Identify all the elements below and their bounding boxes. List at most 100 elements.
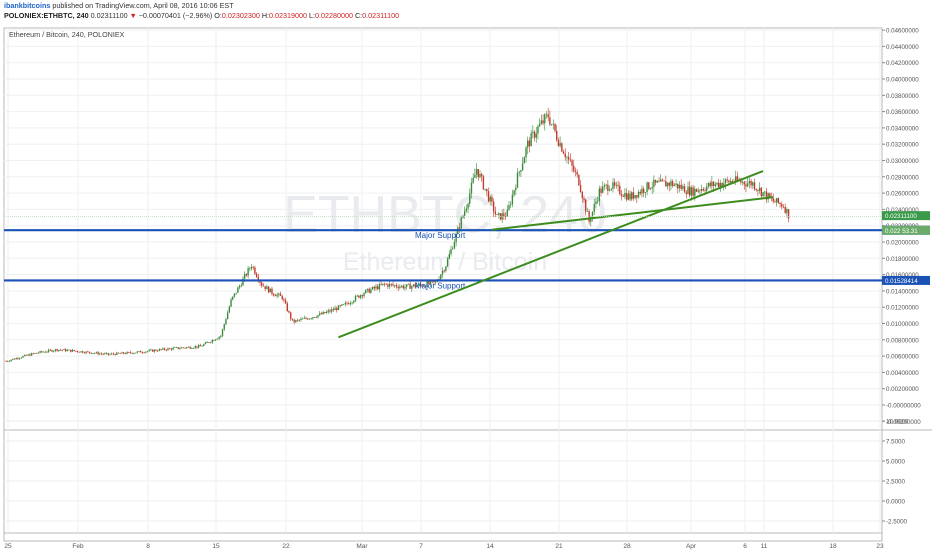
candle-body <box>143 352 145 354</box>
candle-body <box>337 305 340 311</box>
candle-body <box>356 295 358 297</box>
candle-body <box>440 274 442 280</box>
candle-body <box>238 285 241 288</box>
candle-body <box>59 349 62 351</box>
candle-body <box>54 349 57 351</box>
candle-body <box>554 123 556 131</box>
candle-body <box>259 280 261 283</box>
price-tick-label: 0.03200000 <box>886 142 919 149</box>
candle-body <box>274 295 277 297</box>
candle-body <box>465 208 468 212</box>
candle-body <box>319 313 321 316</box>
candle-body <box>595 201 597 205</box>
trendline[interactable] <box>338 170 764 339</box>
candle-body <box>537 126 539 134</box>
candle-body <box>470 182 473 194</box>
candle-body <box>486 188 488 192</box>
candle-body <box>192 347 195 349</box>
candle-body <box>651 187 653 189</box>
candle-body <box>600 188 602 193</box>
candle-body <box>240 285 242 287</box>
candle-body <box>279 293 282 296</box>
time-tick-label: 21 <box>555 543 563 550</box>
price-tick-label: 0.00400000 <box>886 370 919 377</box>
time-tick-label: 14 <box>486 543 494 550</box>
candle-body <box>682 186 684 189</box>
candle-body <box>752 182 754 186</box>
trendline[interactable] <box>491 196 774 231</box>
candle-body <box>66 350 69 352</box>
author-link[interactable]: ibankbitcoins <box>4 1 51 10</box>
candle-body <box>728 180 730 183</box>
candle-body <box>474 174 476 178</box>
candle-body <box>209 342 212 343</box>
candle-body <box>472 177 474 183</box>
candle-body <box>397 286 399 289</box>
candle-body <box>661 179 664 181</box>
candle-body <box>419 283 422 285</box>
candle-body <box>670 181 672 186</box>
candle-body <box>365 289 367 294</box>
candle-body <box>83 352 86 354</box>
candle-body <box>301 318 304 320</box>
price-tick-label: 0.02000000 <box>886 240 919 247</box>
candle-body <box>34 352 36 354</box>
candle-body <box>244 274 246 279</box>
current-price-tag-label: 0.02311100 <box>885 213 917 220</box>
change-arrow: ▼ <box>129 11 137 20</box>
candle-body <box>201 345 203 347</box>
close-label: C: <box>354 11 363 20</box>
candle-body <box>7 361 9 362</box>
candle-body <box>180 347 183 349</box>
candle-body <box>736 176 739 181</box>
candle-body <box>603 185 606 187</box>
candle-body <box>53 350 55 352</box>
candle-body <box>111 353 113 355</box>
candle-body <box>569 159 572 161</box>
candle-body <box>78 351 81 353</box>
publish-text: published on TradingView.com, April 08, … <box>52 1 234 10</box>
candle-body <box>341 304 343 306</box>
candle-body <box>576 171 578 175</box>
candle-body <box>293 320 295 323</box>
candle-body <box>228 306 231 313</box>
indicator-tick-label: 0.0000 <box>886 499 905 506</box>
candle-body <box>225 319 227 325</box>
candle-body <box>18 358 21 359</box>
candle-body <box>93 353 96 354</box>
candle-body <box>105 353 108 354</box>
candle-body <box>504 216 507 217</box>
candle-body <box>226 312 229 320</box>
candle-body <box>694 188 696 196</box>
candle-body <box>404 286 406 289</box>
candle-body <box>697 190 699 192</box>
candle-body <box>726 179 728 181</box>
price-tick-label: 0.04000000 <box>886 77 919 84</box>
current-price-tag-label: 0.022 53.31 <box>885 228 918 235</box>
candle-body <box>145 351 147 353</box>
candle-body <box>735 176 737 183</box>
candle-body <box>291 318 294 321</box>
candle-body <box>559 143 561 146</box>
candle-body <box>63 349 65 351</box>
candle-body <box>359 295 362 298</box>
candle-body <box>187 346 190 348</box>
candle-body <box>278 293 280 295</box>
candle-body <box>542 120 544 124</box>
candle-body <box>653 179 655 188</box>
candle-body <box>786 209 788 213</box>
candle-body <box>787 209 790 219</box>
candle-body <box>544 114 546 124</box>
time-tick-label: 11 <box>761 543 768 550</box>
candle-body <box>155 349 157 351</box>
candle-body <box>784 207 786 213</box>
price-tick-label: 0.00800000 <box>886 337 919 344</box>
candle-body <box>13 358 16 360</box>
candle-body <box>639 191 641 194</box>
candle-body <box>179 348 181 350</box>
candle-body <box>585 199 587 212</box>
candle-body <box>612 182 614 189</box>
candle-body <box>562 151 565 154</box>
candle-body <box>482 176 485 190</box>
